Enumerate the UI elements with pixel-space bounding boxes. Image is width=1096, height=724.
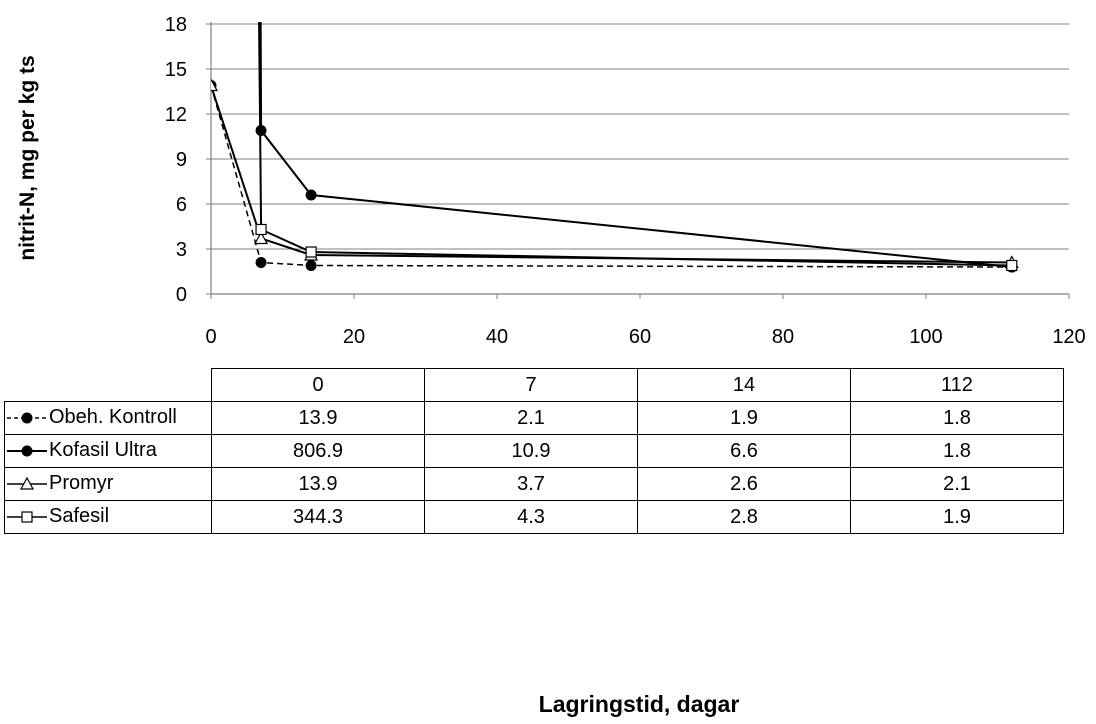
y-tick-label: 15 [165,59,187,81]
data-point [254,231,269,245]
legend-entry-safesil: Safesil [4,500,212,534]
y-tick-label: 6 [176,194,187,216]
data-point [255,257,267,268]
table-cell: 6.6 [637,434,851,468]
table-cell: 13.9 [211,467,425,501]
y-axis-label: nitrit-N, mg per kg ts [16,55,39,260]
series-line-safesil [258,22,1012,267]
x-tick-label: 20 [343,326,365,348]
table-cell: 4.3 [424,500,638,534]
legend-entry-promyr: Promyr [4,467,212,501]
x-tick-label: 80 [772,326,794,348]
tick-labels: 0 3 6 9 12 15 18 0 20 40 60 80 100 120 [165,14,1086,348]
data-table: 0 7 14 112 Obeh. Kontroll 13.9 2.1 1.9 1… [4,368,1064,534]
legend-label: Obeh. Kontroll [49,406,177,429]
x-tick-label: 0 [205,326,216,348]
table-cell: 1.8 [850,401,1064,435]
legend-label: Kofasil Ultra [49,439,157,462]
series-line-obeh-kontroll [211,85,1012,268]
table-cell: 1.9 [637,401,851,435]
table-cell: 2.6 [637,467,851,501]
series-line-kofasil-ultra [259,22,1012,268]
table-header-cell: 7 [424,368,638,402]
x-tick-label: 60 [629,326,651,348]
table-cell: 10.9 [424,434,638,468]
table-row: Kofasil Ultra 806.9 10.9 6.6 1.8 [4,434,1064,468]
data-point [255,125,267,136]
axes [206,22,1070,299]
table-row: Promyr 13.9 3.7 2.6 2.1 [4,467,1064,501]
legend-key-triangle-icon [7,477,47,490]
table-cell: 1.9 [850,500,1064,534]
y-tick-label: 0 [176,284,187,306]
legend-key-dashed-circle-icon [7,412,47,424]
table-cell: 1.8 [850,434,1064,468]
gridlines [211,23,1069,250]
data-point [211,78,219,92]
x-tick-label: 40 [486,326,508,348]
table-cell: 806.9 [211,434,425,468]
legend-entry-kofasil-ultra: Kofasil Ultra [4,434,212,468]
legend-key-solid-circle-icon [7,445,47,457]
table-header-cell: 0 [211,368,425,402]
data-point [1006,259,1018,272]
y-tick-label: 3 [176,239,187,261]
table-cell: 2.1 [850,467,1064,501]
y-tick-label: 12 [165,104,187,126]
legend-key-square-icon [7,511,47,523]
table-cell: 344.3 [211,500,425,534]
legend-label: Safesil [49,505,110,528]
y-tick-label: 18 [165,14,187,36]
table-row: Obeh. Kontroll 13.9 2.1 1.9 1.8 [4,401,1064,435]
table-corner [4,368,212,402]
table-header-cell: 112 [850,368,1064,402]
table-row: Safesil 344.3 4.3 2.8 1.9 [4,500,1064,534]
x-tick-label: 120 [1052,326,1085,348]
x-axis-label: Lagringstid, dagar [539,691,740,717]
data-point [305,189,317,201]
data-point [305,260,317,271]
y-tick-label: 9 [176,149,187,171]
table-header-cell: 14 [637,368,851,402]
table-header-row: 0 7 14 112 [4,368,1064,402]
plot-area [211,22,1019,273]
data-point [255,223,267,236]
legend-entry-obeh-kontroll: Obeh. Kontroll [4,401,212,435]
table-cell: 2.1 [424,401,638,435]
series-line-promyr [211,85,1012,264]
legend-label: Promyr [49,472,114,495]
data-point [305,246,317,258]
table-cell: 2.8 [637,500,851,534]
table-cell: 3.7 [424,467,638,501]
table-cell: 13.9 [211,401,425,435]
x-tick-label: 100 [909,326,942,348]
